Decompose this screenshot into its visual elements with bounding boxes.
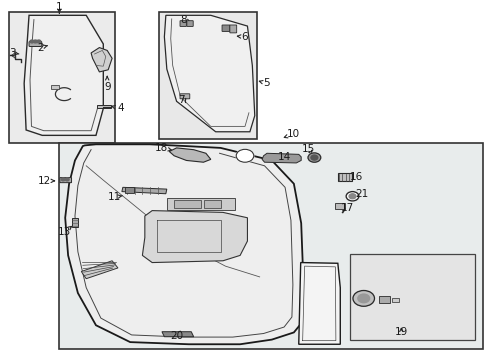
Polygon shape [91,48,112,72]
FancyBboxPatch shape [29,41,42,46]
Text: 17: 17 [341,203,354,213]
Text: 20: 20 [170,331,183,341]
Bar [51,85,59,89]
Bar [125,187,134,193]
FancyBboxPatch shape [222,25,230,31]
Circle shape [236,149,254,162]
Text: 21: 21 [356,189,369,199]
Circle shape [353,291,374,306]
Circle shape [33,40,37,43]
FancyBboxPatch shape [180,94,190,99]
Circle shape [308,153,321,162]
Text: 11: 11 [107,192,121,202]
Text: 5: 5 [264,78,270,89]
Text: 15: 15 [302,144,315,154]
Polygon shape [65,144,304,344]
Text: 6: 6 [242,32,248,42]
Text: 16: 16 [350,172,363,181]
Polygon shape [122,187,167,194]
Circle shape [37,40,41,43]
Bar [59,143,484,348]
Bar [335,203,345,209]
Bar [350,253,475,339]
Polygon shape [167,198,235,210]
Bar [72,218,78,227]
FancyBboxPatch shape [60,177,72,183]
Circle shape [349,194,356,199]
Text: 12: 12 [38,176,51,186]
Text: 4: 4 [117,103,123,113]
Text: 2: 2 [37,42,44,53]
Circle shape [65,178,69,181]
Polygon shape [164,15,255,132]
Circle shape [61,178,65,181]
Circle shape [358,294,369,303]
FancyBboxPatch shape [187,21,193,26]
Text: 13: 13 [58,227,71,237]
Text: 18: 18 [155,143,169,153]
FancyBboxPatch shape [230,25,237,33]
Text: 9: 9 [104,82,111,92]
Bar [392,298,399,302]
Bar [9,12,115,143]
Polygon shape [24,15,103,135]
Polygon shape [162,332,194,337]
Polygon shape [262,153,301,163]
Text: 14: 14 [277,152,291,162]
Polygon shape [11,53,15,58]
Circle shape [346,192,359,201]
Circle shape [311,155,318,160]
Text: 3: 3 [10,48,16,58]
Bar [98,105,111,108]
Bar [338,173,352,181]
Text: 10: 10 [286,129,299,139]
Polygon shape [81,261,118,279]
Bar [174,200,201,208]
Text: 7: 7 [178,95,185,104]
Bar [204,200,221,208]
Text: 8: 8 [181,15,187,24]
Text: 19: 19 [395,328,408,337]
Polygon shape [299,262,340,344]
Polygon shape [169,148,211,162]
Circle shape [30,40,34,43]
Polygon shape [143,211,247,262]
FancyBboxPatch shape [180,21,186,26]
Text: 1: 1 [56,2,63,12]
Bar [379,296,390,303]
Bar [159,12,257,139]
